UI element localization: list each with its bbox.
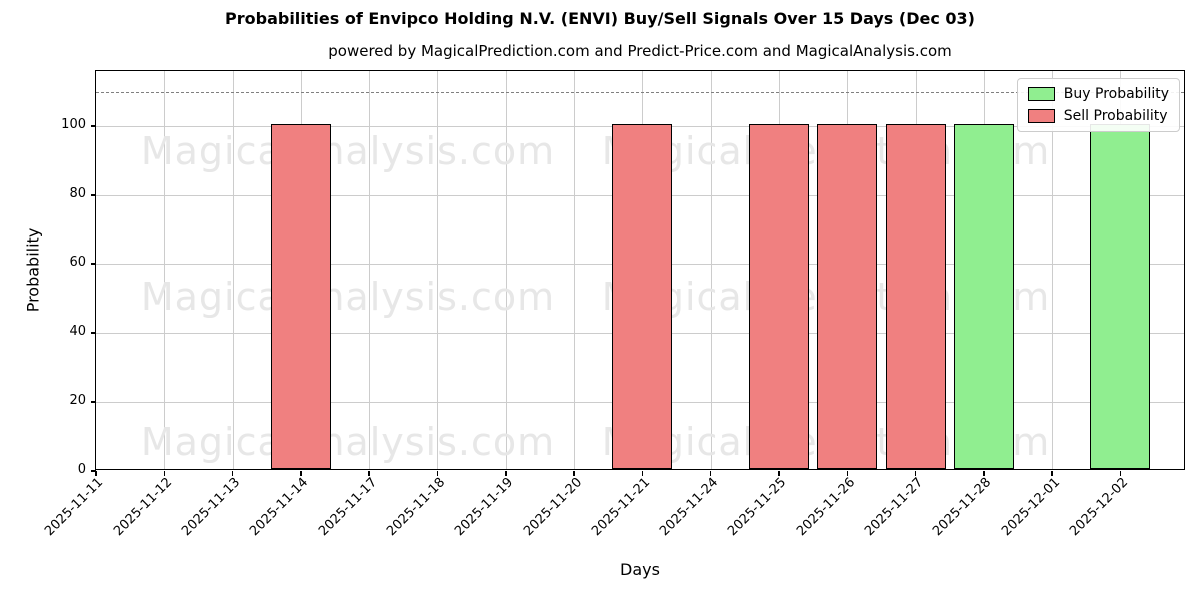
watermark-magicalanalysis: MagicalAnalysis.com <box>140 420 556 464</box>
x-tick-mark <box>709 471 712 476</box>
x-tick-mark <box>846 471 848 476</box>
x-tick-label: 2025-11-21 <box>588 475 653 540</box>
legend-swatch <box>1027 109 1055 123</box>
y-tick-label: 0 <box>77 462 86 477</box>
sell-bar <box>270 124 331 469</box>
legend-label: Buy Probability <box>1063 86 1169 102</box>
x-tick-label: 2025-12-01 <box>998 475 1063 540</box>
y-tick-label: 20 <box>69 393 86 409</box>
sell-bar <box>612 124 673 469</box>
x-tick-label: 2025-11-12 <box>110 475 175 540</box>
legend-row: Buy Probability <box>1027 86 1169 102</box>
x-tick-mark <box>368 471 370 476</box>
x-tick-mark <box>436 471 439 476</box>
x-tick-mark <box>300 471 302 476</box>
watermark-magicalanalysis: MagicalAnalysis.com <box>140 129 556 173</box>
y-tick-label: 40 <box>69 324 86 340</box>
legend: Buy Probability Sell Probability <box>1016 78 1180 132</box>
x-tick-label: 2025-11-18 <box>384 475 449 540</box>
y-tick-mark <box>91 194 96 196</box>
y-tick-mark <box>91 401 96 403</box>
x-tick-mark <box>1119 471 1122 476</box>
buy-bar <box>1090 124 1151 469</box>
x-tick-mark <box>641 471 644 476</box>
y-tick-mark <box>91 470 96 472</box>
x-tick-label: 2025-11-19 <box>452 475 517 540</box>
threshold-dashed-line <box>96 91 1184 93</box>
legend-swatch <box>1027 87 1055 101</box>
x-tick-label: 2025-11-14 <box>247 475 312 540</box>
y-tick-mark <box>91 263 96 265</box>
x-tick-mark <box>95 471 97 476</box>
y-tick-label: 60 <box>69 255 86 271</box>
x-gridline <box>710 71 712 469</box>
y-tick-mark <box>91 332 96 334</box>
x-tick-mark <box>163 471 166 476</box>
x-gridline <box>369 71 371 469</box>
x-tick-label: 2025-11-17 <box>315 475 380 540</box>
y-tick-label: 80 <box>69 186 86 202</box>
x-gridline <box>232 71 234 469</box>
x-tick-label: 2025-11-20 <box>520 475 585 540</box>
x-tick-mark <box>778 471 780 476</box>
x-tick-mark <box>505 471 507 476</box>
sell-bar <box>748 124 809 469</box>
x-tick-label: 2025-11-26 <box>793 475 858 540</box>
x-tick-label: 2025-12-02 <box>1067 475 1132 540</box>
sell-bar <box>885 124 946 469</box>
buy-bar <box>953 124 1014 469</box>
x-tick-mark <box>573 471 575 476</box>
x-tick-label: 2025-11-25 <box>725 475 790 540</box>
y-tick-mark <box>91 125 96 127</box>
x-tick-label: 2025-11-24 <box>657 475 722 540</box>
x-tick-mark <box>914 471 917 476</box>
x-tick-mark <box>983 471 985 476</box>
x-gridline <box>574 71 576 469</box>
x-axis-label: Days <box>620 560 660 579</box>
watermark-magicalanalysis: MagicalAnalysis.com <box>140 275 556 319</box>
sell-bar <box>817 124 878 469</box>
legend-row: Sell Probability <box>1027 108 1169 124</box>
x-gridline <box>437 71 439 469</box>
x-tick-label: 2025-11-27 <box>862 475 927 540</box>
chart-subtitle: powered by MagicalPrediction.com and Pre… <box>328 42 952 60</box>
x-tick-mark <box>231 471 234 476</box>
x-tick-mark <box>1051 471 1053 476</box>
x-tick-label: 2025-11-13 <box>179 475 244 540</box>
legend-label: Sell Probability <box>1063 108 1168 124</box>
x-tick-label: 2025-11-11 <box>42 475 107 540</box>
chart-title: Probabilities of Envipco Holding N.V. (E… <box>225 9 975 28</box>
x-tick-label: 2025-11-28 <box>930 475 995 540</box>
y-tick-label: 100 <box>61 117 86 133</box>
plot-area: 0 20 40 60 80 100 2025-11-11 2025-11-12 2025-11-… <box>43 70 1185 539</box>
x-gridline <box>1052 71 1054 469</box>
x-gridline <box>505 71 507 469</box>
x-gridline <box>164 71 166 469</box>
